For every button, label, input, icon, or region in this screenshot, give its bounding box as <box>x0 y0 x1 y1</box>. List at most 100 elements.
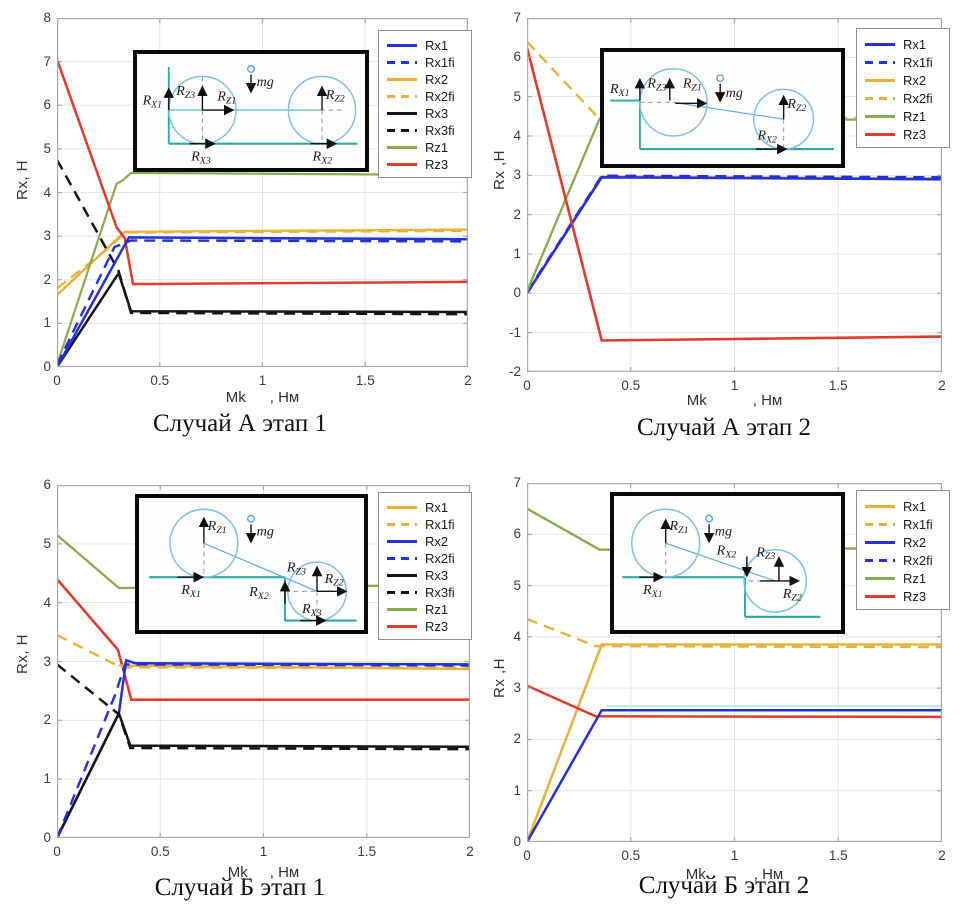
label-rx3: RX3 <box>190 150 211 167</box>
y-tick-label: 6 <box>43 97 51 113</box>
x-axis-label: Mk , Нм <box>57 864 470 881</box>
legend-line-sample <box>865 504 895 508</box>
label-rz1: RZ1 <box>682 76 702 93</box>
mg-pin-icon <box>247 514 255 523</box>
legend-label: Rz3 <box>903 588 927 604</box>
legend-label: Rx2fi <box>903 552 933 568</box>
x-tick-label: 1.5 <box>357 844 377 859</box>
x-axis-label-unit: , Нм <box>269 389 300 406</box>
label-rx1: RX1 <box>180 582 201 600</box>
label-rz1: RZ1 <box>216 90 236 107</box>
legend-line-sample <box>387 112 417 115</box>
force-arrows <box>177 516 348 626</box>
construction-dashes <box>203 543 318 621</box>
x-tick-label: 2 <box>938 848 946 863</box>
label-rz2: RZ2 <box>782 586 802 604</box>
legend-line-sample <box>387 163 417 166</box>
legend-entry-Rx3: Rx3 <box>387 567 463 584</box>
label-mg: mg <box>257 524 274 540</box>
chart-caption: Случай Б этап 2 <box>638 872 810 899</box>
x-tick-label: 1 <box>258 373 267 388</box>
x-tick-label: 1 <box>730 378 739 393</box>
chart-case-a-stage-1: Rx, Н Mk , Нм Rx1 Rx1fi Rx2 Rx2fi Rx3 Rx3fi Rz… <box>0 0 480 460</box>
legend-entry-Rx2: Rx2 <box>387 533 463 550</box>
chart-case-a-stage-2: Rx ,Н Mk , Нм Rx1 Rx1fi Rx2 Rx2fi Rz1 Rz3 <box>483 0 965 460</box>
legend-entry-Rx1fi: Rx1fi <box>865 515 941 533</box>
series-line-Rx3fi <box>56 663 471 751</box>
legend-line-sample <box>387 61 417 64</box>
legend-line-sample <box>387 95 417 98</box>
legend-line-sample <box>387 625 417 628</box>
legend-label: Rz1 <box>425 602 449 617</box>
x-axis-label-main: Mk <box>685 866 706 883</box>
y-tick-label: 7 <box>43 53 51 69</box>
legend-line-sample <box>387 557 417 560</box>
y-tick-label: -1 <box>508 324 521 340</box>
y-tick-label: 6 <box>513 49 521 65</box>
label-rx1: RX1 <box>142 93 162 110</box>
label-mg: mg <box>257 75 274 90</box>
legend-label: Rx1 <box>903 36 927 52</box>
legend-entry-Rx2fi: Rx2fi <box>865 551 941 569</box>
chart-case-b-stage-2: Rx ,Н Mk , Нм Rx1 Rx1fi Rx2 Rx2fi Rz1 Rz3 <box>483 462 965 920</box>
legend-label: Rx2fi <box>903 90 933 106</box>
series-line-Rx2fi <box>55 663 471 839</box>
label-rz3: RZ3 <box>175 84 195 101</box>
legend-entry-Rx3: Rx3 <box>387 105 463 122</box>
chart-caption: Случай А этап 1 <box>152 410 328 437</box>
legend-line-sample <box>865 540 895 544</box>
legend-line-sample <box>865 576 895 580</box>
legend-entry-Rz1: Rz1 <box>387 139 463 156</box>
x-axis-label: Mk , Нм <box>527 392 942 409</box>
legend-line-sample <box>387 78 417 81</box>
series-line-Rz3 <box>525 47 943 342</box>
y-tick-label: 3 <box>513 680 521 696</box>
legend-entry-Rz1: Rz1 <box>865 569 941 587</box>
legend-entry-Rx2fi: Rx2fi <box>387 88 463 105</box>
legend-entry-Rx1: Rx1 <box>865 35 941 53</box>
legend-label: Rx1 <box>425 38 449 53</box>
inset-diagram-case-b-stage-2: RZ1 mg RX1 RX2 RZ3 RZ2 <box>610 492 845 634</box>
series-line-Rx1fi <box>526 617 943 649</box>
x-axis-label-main: Mk <box>227 864 248 881</box>
y-tick-label: 7 <box>513 475 521 490</box>
legend-line-sample <box>865 132 895 136</box>
chart-caption: Случай А этап 2 <box>636 414 812 441</box>
series-line-Rx1 <box>55 236 469 368</box>
series-line-Rz1 <box>55 171 469 366</box>
y-tick-label: 5 <box>43 140 51 156</box>
chart-case-b-stage-1: Rx, Н Mk , Нм Rx1 Rx1fi Rx2 Rx2fi Rx3 Rx3fi Rz… <box>0 462 480 920</box>
x-axis-label-unit: , Нм <box>752 392 783 409</box>
legend-label: Rz3 <box>425 619 449 634</box>
legend-line-sample <box>387 608 417 611</box>
legend-entry-Rz3: Rz3 <box>865 125 941 143</box>
legend-label: Rx1fi <box>903 516 933 532</box>
label-rx2: RX2 <box>757 129 778 146</box>
legend-entry-Rz3: Rz3 <box>865 587 941 605</box>
series-line-Rx2fi <box>56 229 469 290</box>
legend-box: Rx1 Rx1fi Rx2 Rx2fi Rx3 Rx3fi Rz1 Rz3 <box>378 492 472 640</box>
legend-entry-Rx1: Rx1 <box>387 499 463 516</box>
legend-line-sample <box>387 129 417 132</box>
x-axis-label: Mk , Нм <box>57 389 468 406</box>
legend-line-sample <box>865 96 895 100</box>
legend-label: Rz3 <box>425 157 449 172</box>
label-rx2: RX2 <box>248 584 269 602</box>
y-tick-label: 5 <box>513 88 521 104</box>
legend-label: Rz3 <box>903 126 927 142</box>
label-mg: mg <box>715 524 732 540</box>
legend-entry-Rx1fi: Rx1fi <box>387 54 463 71</box>
y-tick-label: 2 <box>513 731 521 747</box>
label-rz2: RZ2 <box>324 571 344 589</box>
x-tick-label: 1.5 <box>355 373 375 388</box>
x-tick-label: 2 <box>464 373 472 388</box>
x-axis-label-unit: , Нм <box>753 866 784 883</box>
y-tick-label: 3 <box>43 653 51 669</box>
y-tick-label: 4 <box>43 594 51 610</box>
series-line-Rx1 <box>525 643 942 843</box>
legend-entry-Rx2fi: Rx2fi <box>865 89 941 107</box>
y-tick-label: 1 <box>513 782 521 798</box>
x-axis-label: Mk , Нм <box>527 866 942 883</box>
legend-label: Rx2 <box>903 72 927 88</box>
y-tick-label: 0 <box>513 834 521 849</box>
